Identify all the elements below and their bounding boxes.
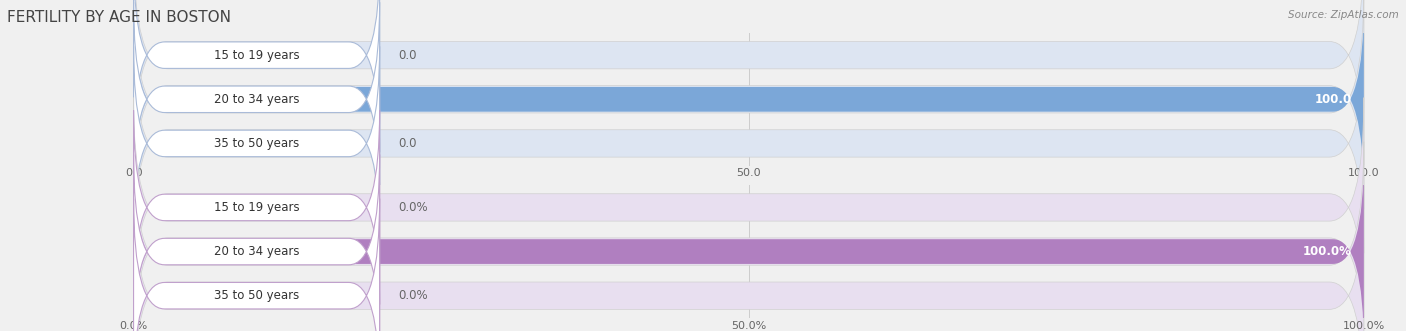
FancyBboxPatch shape bbox=[134, 199, 380, 331]
Text: 15 to 19 years: 15 to 19 years bbox=[214, 49, 299, 62]
Text: FERTILITY BY AGE IN BOSTON: FERTILITY BY AGE IN BOSTON bbox=[7, 10, 231, 25]
FancyBboxPatch shape bbox=[134, 2, 380, 196]
Text: 20 to 34 years: 20 to 34 years bbox=[214, 93, 299, 106]
FancyBboxPatch shape bbox=[134, 142, 1364, 331]
FancyBboxPatch shape bbox=[134, 0, 1364, 209]
Text: 0.0: 0.0 bbox=[398, 49, 416, 62]
Text: 20 to 34 years: 20 to 34 years bbox=[214, 245, 299, 258]
FancyBboxPatch shape bbox=[134, 186, 1364, 331]
FancyBboxPatch shape bbox=[134, 154, 1364, 331]
FancyBboxPatch shape bbox=[134, 0, 380, 152]
FancyBboxPatch shape bbox=[134, 0, 1364, 165]
FancyBboxPatch shape bbox=[134, 98, 1364, 317]
Text: 35 to 50 years: 35 to 50 years bbox=[214, 137, 299, 150]
Text: 100.0: 100.0 bbox=[1315, 93, 1351, 106]
Text: 0.0: 0.0 bbox=[398, 137, 416, 150]
Text: 15 to 19 years: 15 to 19 years bbox=[214, 201, 299, 214]
FancyBboxPatch shape bbox=[134, 110, 380, 305]
Text: 0.0%: 0.0% bbox=[398, 289, 427, 302]
Text: 100.0%: 100.0% bbox=[1302, 245, 1351, 258]
FancyBboxPatch shape bbox=[134, 46, 380, 241]
Text: Source: ZipAtlas.com: Source: ZipAtlas.com bbox=[1288, 10, 1399, 20]
FancyBboxPatch shape bbox=[134, 155, 380, 331]
FancyBboxPatch shape bbox=[134, 33, 1364, 253]
FancyBboxPatch shape bbox=[134, 1, 1364, 197]
Text: 35 to 50 years: 35 to 50 years bbox=[214, 289, 299, 302]
Text: 0.0%: 0.0% bbox=[398, 201, 427, 214]
